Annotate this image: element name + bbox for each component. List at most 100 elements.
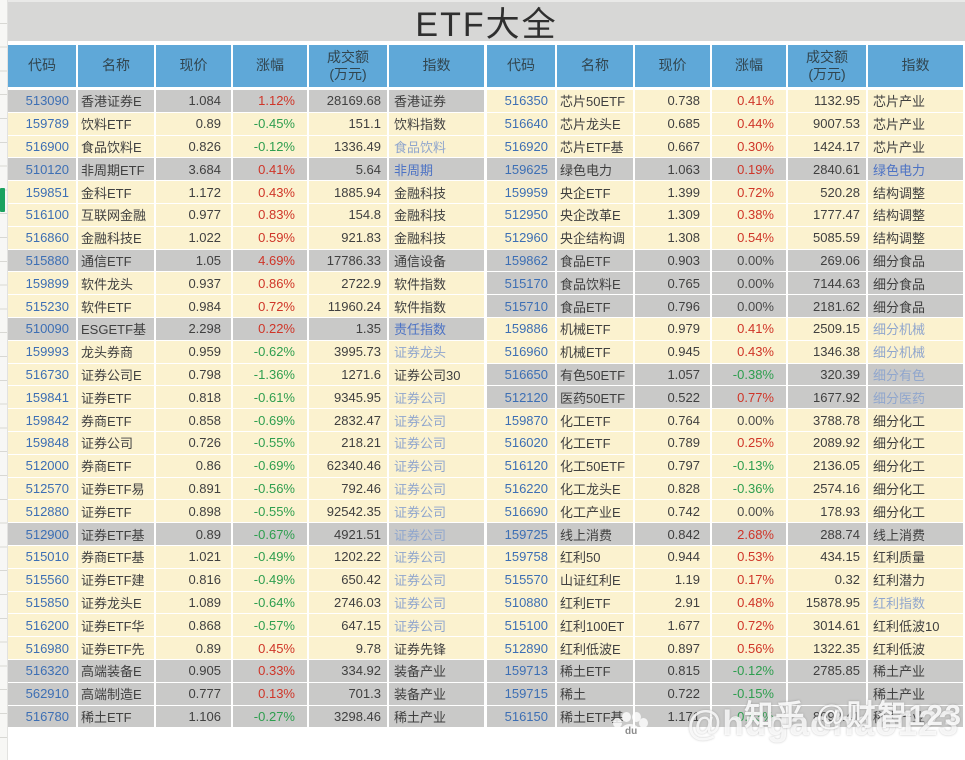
cell-change[interactable]: -0.13% [712, 454, 788, 478]
cell-name[interactable]: 非周期ETF [78, 158, 156, 182]
cell-change[interactable]: 0.43% [233, 181, 309, 204]
cell-price[interactable]: 0.944 [635, 545, 712, 569]
cell-index[interactable]: 证券公司 [389, 568, 486, 592]
col-header-code[interactable]: 代码 [487, 45, 557, 90]
cell-price[interactable]: 1.057 [635, 363, 712, 387]
cell-change[interactable]: 0.25% [712, 431, 788, 455]
cell-name[interactable]: 食品ETF [557, 295, 635, 318]
col-header-name[interactable]: 名称 [78, 45, 156, 90]
cell-code[interactable]: 515560 [8, 568, 78, 592]
cell-price[interactable]: 0.826 [156, 135, 233, 159]
cell-index[interactable]: 细分化工 [868, 454, 965, 478]
cell-price[interactable]: 0.722 [635, 682, 712, 706]
cell-index[interactable]: 金融科技 [389, 226, 486, 250]
cell-name[interactable]: 机械ETF [557, 317, 635, 341]
cell-code[interactable]: 512570 [8, 477, 78, 501]
cell-change[interactable]: -0.69% [233, 409, 309, 432]
cell-code[interactable]: 516350 [487, 90, 557, 113]
cell-turnover[interactable]: 2136.05 [788, 454, 868, 478]
cell-code[interactable]: 512880 [8, 500, 78, 524]
col-header-turnover[interactable]: 成交额 (万元) [309, 45, 389, 90]
cell-turnover[interactable]: 2722.9 [309, 272, 389, 296]
cell-name[interactable]: 央企结构调 [557, 226, 635, 250]
cell-name[interactable]: 线上消费 [557, 523, 635, 546]
cell-index[interactable]: 细分机械 [868, 340, 965, 364]
cell-code[interactable]: 516900 [8, 135, 78, 159]
cell-change[interactable]: 0.00% [712, 295, 788, 318]
cell-price[interactable]: 0.984 [156, 295, 233, 318]
cell-change[interactable]: 0.83% [233, 203, 309, 227]
cell-index[interactable]: 芯片产业 [868, 90, 965, 113]
cell-price[interactable]: 0.858 [156, 409, 233, 432]
cell-price[interactable]: 0.979 [635, 317, 712, 341]
cell-change[interactable]: 0.45% [233, 637, 309, 660]
cell-turnover[interactable]: 1132.95 [788, 90, 868, 113]
cell-name[interactable]: 化工ETF [557, 431, 635, 455]
cell-change[interactable]: 0.38% [712, 203, 788, 227]
cell-code[interactable]: 516730 [8, 363, 78, 387]
cell-price[interactable]: 0.685 [635, 112, 712, 136]
cell-index[interactable]: 证券公司 [389, 591, 486, 615]
cell-turnover[interactable]: 2832.47 [309, 409, 389, 432]
col-header-price[interactable]: 现价 [635, 45, 712, 90]
cell-index[interactable]: 细分化工 [868, 477, 965, 501]
cell-index[interactable]: 细分食品 [868, 272, 965, 296]
col-header-name[interactable]: 名称 [557, 45, 635, 90]
cell-price[interactable]: 0.522 [635, 386, 712, 410]
cell-name[interactable]: ESGETF基 [78, 317, 156, 341]
cell-turnover[interactable]: 1322.35 [788, 637, 868, 660]
cell-name[interactable]: 芯片50ETF [557, 90, 635, 113]
cell-code[interactable]: 515230 [8, 295, 78, 318]
cell-turnover[interactable]: 1202.22 [309, 545, 389, 569]
cell-turnover[interactable]: 2574.16 [788, 477, 868, 501]
cell-name[interactable]: 证券ETF基 [78, 523, 156, 546]
cell-name[interactable]: 通信ETF [78, 249, 156, 273]
cell-code[interactable]: 515100 [487, 614, 557, 638]
cell-name[interactable]: 证券ETF [78, 386, 156, 410]
cell-name[interactable]: 食品ETF [557, 249, 635, 273]
cell-change[interactable]: 0.72% [712, 614, 788, 638]
cell-price[interactable]: 1.106 [156, 705, 233, 729]
cell-price[interactable]: 0.796 [635, 295, 712, 318]
cell-price[interactable]: 1.677 [635, 614, 712, 638]
cell-name[interactable]: 稀土ETF基 [557, 705, 635, 729]
cell-turnover[interactable]: 9345.95 [309, 386, 389, 410]
cell-change[interactable]: -0.55% [233, 431, 309, 455]
cell-code[interactable]: 159959 [487, 181, 557, 204]
cell-index[interactable]: 红利低波10 [868, 614, 965, 638]
cell-turnover[interactable]: 2181.62 [788, 295, 868, 318]
cell-change[interactable]: 1.12% [233, 90, 309, 113]
cell-price[interactable]: 1.063 [635, 158, 712, 182]
cell-index[interactable]: 稀土产业 [868, 659, 965, 683]
cell-turnover[interactable]: 2746.03 [309, 591, 389, 615]
cell-index[interactable]: 通信设备 [389, 249, 486, 273]
cell-change[interactable]: -0.64% [233, 591, 309, 615]
cell-price[interactable]: 1.399 [635, 181, 712, 204]
cell-change[interactable]: 0.48% [712, 591, 788, 615]
cell-index[interactable]: 稀土产业 [868, 682, 965, 706]
cell-name[interactable]: 高端制造E [78, 682, 156, 706]
cell-name[interactable]: 红利50 [557, 545, 635, 569]
cell-index[interactable]: 证券公司 [389, 386, 486, 410]
cell-index[interactable]: 红利指数 [868, 591, 965, 615]
cell-turnover[interactable]: 178.93 [788, 500, 868, 524]
cell-code[interactable]: 510880 [487, 591, 557, 615]
cell-turnover[interactable]: 2089.92 [788, 431, 868, 455]
cell-index[interactable]: 红利低波 [868, 637, 965, 660]
cell-turnover[interactable]: 288.74 [788, 523, 868, 546]
cell-name[interactable]: 券商ETF [78, 409, 156, 432]
cell-change[interactable]: 0.17% [712, 568, 788, 592]
cell-name[interactable]: 稀土 [557, 682, 635, 706]
cell-code[interactable]: 516220 [487, 477, 557, 501]
cell-change[interactable]: 0.00% [712, 409, 788, 432]
cell-turnover[interactable]: 520.28 [788, 181, 868, 204]
cell-price[interactable]: 0.937 [156, 272, 233, 296]
cell-index[interactable]: 证券先锋 [389, 637, 486, 660]
cell-change[interactable]: 0.44% [712, 112, 788, 136]
cell-name[interactable]: 证券ETF [78, 500, 156, 524]
cell-name[interactable]: 食品饮料E [557, 272, 635, 296]
cell-name[interactable]: 医药50ETF [557, 386, 635, 410]
cell-index[interactable]: 证券公司 [389, 523, 486, 546]
cell-turnover[interactable]: 3014.61 [788, 614, 868, 638]
cell-turnover[interactable]: 1885.94 [309, 181, 389, 204]
